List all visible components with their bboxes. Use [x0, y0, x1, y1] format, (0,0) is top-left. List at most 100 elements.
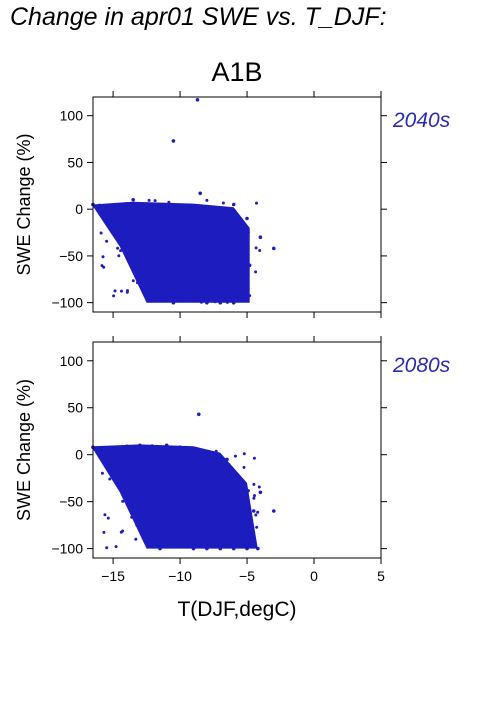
- data-point: [108, 467, 112, 471]
- data-point: [213, 493, 217, 496]
- data-point: [194, 262, 198, 266]
- data-point: [225, 218, 229, 222]
- data-point: [178, 509, 182, 513]
- data-point: [252, 456, 256, 460]
- data-point: [272, 246, 276, 251]
- data-point: [227, 493, 231, 497]
- panel-2040s: 100 50 0 −50 −100 SWE Change (%) 2040s: [14, 91, 451, 318]
- data-point: [215, 252, 219, 256]
- data-point: [170, 250, 174, 254]
- data-point: [217, 512, 221, 516]
- data-point: [227, 268, 231, 272]
- data-point: [202, 268, 206, 272]
- y-tick-label: −100: [51, 295, 83, 311]
- data-point: [137, 232, 141, 236]
- data-point: [191, 222, 195, 226]
- data-point: [149, 455, 153, 459]
- data-point: [144, 227, 148, 231]
- data-point: [258, 235, 263, 239]
- data-point: [202, 239, 206, 243]
- data-point: [171, 300, 176, 305]
- data-point: [113, 211, 117, 215]
- data-point: [215, 236, 219, 239]
- data-point: [117, 211, 121, 214]
- data-point: [210, 209, 214, 213]
- data-point: [254, 270, 258, 274]
- data-point: [242, 452, 246, 456]
- data-point: [145, 296, 149, 300]
- data-point: [128, 448, 132, 452]
- data-point: [255, 525, 259, 529]
- data-point: [151, 212, 156, 216]
- data-point: [193, 286, 197, 290]
- data-point: [198, 191, 202, 196]
- data-point: [141, 212, 145, 216]
- data-point: [238, 285, 242, 289]
- data-point: [191, 282, 196, 286]
- y-tick-label: 100: [60, 353, 84, 369]
- data-point: [151, 226, 156, 230]
- data-point: [135, 281, 139, 285]
- data-point: [248, 294, 252, 298]
- y-tick-label: −50: [59, 494, 83, 510]
- data-point: [214, 449, 218, 453]
- data-point: [215, 542, 219, 546]
- y-axis-label: SWE Change (%): [14, 379, 34, 521]
- data-point: [204, 228, 208, 232]
- data-point: [148, 286, 151, 290]
- data-point: [254, 513, 258, 517]
- data-point: [199, 545, 203, 549]
- data-point: [166, 487, 170, 491]
- data-point: [190, 269, 194, 273]
- data-point: [106, 516, 110, 520]
- data-point: [206, 248, 210, 252]
- data-point: [130, 251, 134, 255]
- data-point: [169, 449, 173, 453]
- data-point: [167, 242, 171, 246]
- data-point: [206, 243, 210, 247]
- data-point: [117, 254, 121, 258]
- data-point: [193, 230, 197, 234]
- data-point: [205, 539, 209, 543]
- x-axis-label: T(DJF,degC): [177, 598, 296, 621]
- data-point: [103, 513, 107, 517]
- data-point: [122, 452, 126, 456]
- data-point: [188, 207, 192, 211]
- data-point: [101, 255, 105, 259]
- data-point: [233, 454, 237, 458]
- data-point: [171, 281, 175, 284]
- data-point: [183, 495, 187, 499]
- data-point: [163, 242, 167, 246]
- data-point: [210, 539, 214, 543]
- data-point: [176, 538, 179, 542]
- data-point: [229, 230, 233, 233]
- data-point: [245, 296, 249, 300]
- data-point: [225, 457, 229, 462]
- data-point: [252, 482, 256, 486]
- data-point: [205, 495, 209, 498]
- data-point: [210, 262, 214, 266]
- data-point: [165, 220, 169, 224]
- data-point: [254, 246, 258, 250]
- plot-frame-2080s: [92, 341, 382, 559]
- data-point: [245, 216, 249, 221]
- data-point: [221, 201, 225, 205]
- data-point: [164, 532, 168, 536]
- data-point: [225, 300, 229, 304]
- data-point: [138, 205, 142, 210]
- data-point: [102, 530, 106, 534]
- data-point: [138, 235, 142, 239]
- data-point: [227, 247, 231, 251]
- data-point: [138, 443, 142, 448]
- data-point: [214, 529, 218, 533]
- data-point: [226, 471, 230, 475]
- data-point: [119, 249, 123, 253]
- data-point: [181, 283, 185, 287]
- data-point: [205, 300, 209, 305]
- data-point: [231, 471, 236, 476]
- data-point: [245, 546, 249, 551]
- data-point: [139, 252, 143, 256]
- data-point: [205, 457, 209, 461]
- data-point: [197, 239, 200, 243]
- data-point: [243, 491, 247, 495]
